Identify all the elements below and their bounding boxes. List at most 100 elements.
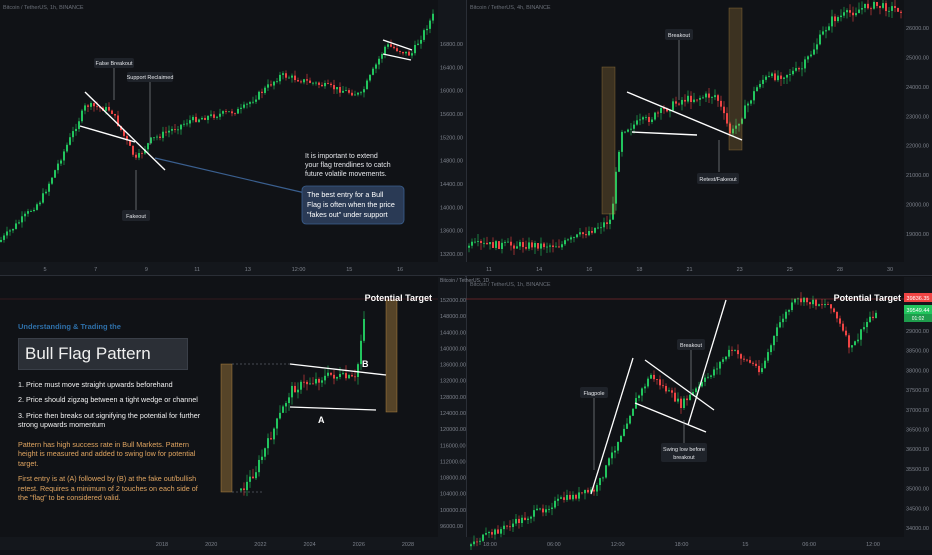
- tr-candle: [630, 128, 632, 130]
- br-candle: [707, 376, 709, 378]
- tl-candle: [366, 80, 368, 90]
- tr-candle: [747, 103, 749, 106]
- bl-y-tick: 140000.00: [440, 346, 466, 352]
- tl-candle: [63, 151, 65, 161]
- tr-candle: [774, 73, 776, 81]
- bl-y-tick: 120000.00: [440, 427, 466, 433]
- br-candle: [719, 361, 721, 369]
- tl-candle: [402, 51, 404, 54]
- bl-candle: [252, 476, 254, 479]
- br-candle: [632, 408, 634, 416]
- tl-candle: [108, 106, 110, 111]
- br-candle: [755, 363, 757, 366]
- tl-candle: [183, 123, 185, 125]
- br-candle: [620, 435, 622, 442]
- tr-candle: [501, 242, 503, 249]
- tr-candle: [738, 123, 740, 126]
- tr-measure-box-2: [728, 7, 743, 151]
- br-header: Bitcoin / TetherUS, 1h, BINANCE: [470, 282, 551, 288]
- tl-y-axis: [438, 0, 466, 262]
- tl-candle: [405, 51, 407, 54]
- br-candle: [653, 374, 655, 380]
- tl-label-false-breakout: False Breakout: [96, 61, 133, 67]
- tr-candle: [771, 73, 773, 77]
- info-note-1: Pattern has high success rate in Bull Ma…: [18, 439, 196, 468]
- bl-candle: [276, 418, 278, 429]
- br-candle: [761, 368, 763, 373]
- tr-candle: [756, 87, 758, 92]
- br-y-tick: 38000.00: [906, 368, 929, 374]
- br-x-tick: 06:00: [547, 542, 561, 548]
- tl-candle: [201, 117, 203, 120]
- tr-x-tick: 25: [787, 267, 793, 273]
- tl-candle: [45, 191, 47, 194]
- tr-candle: [606, 222, 608, 225]
- br-flag-bottom: [634, 402, 707, 433]
- tl-callout-line1: The best entry for a Bull: [307, 190, 384, 199]
- bl-header: Bitcoin / TetherUS, 1D: [440, 278, 489, 284]
- br-candle: [560, 497, 562, 499]
- tl-candle: [207, 115, 209, 120]
- br-flag-top: [644, 359, 715, 411]
- tr-candle: [621, 131, 623, 152]
- tr-candle: [894, 6, 896, 8]
- tl-candle: [153, 137, 155, 139]
- br-candle: [722, 359, 724, 362]
- tr-candle: [708, 93, 710, 98]
- tr-candle: [825, 30, 827, 32]
- bl-candle: [330, 372, 332, 375]
- tr-candle: [516, 246, 518, 249]
- tl-candle: [426, 28, 428, 31]
- bl-y-tick: 96000.00: [440, 524, 463, 530]
- tl-candle: [213, 114, 215, 118]
- tr-candle: [531, 242, 533, 248]
- tl-candle: [240, 107, 242, 109]
- bl-y-tick: 100000.00: [440, 508, 466, 514]
- br-candle: [710, 375, 712, 377]
- tl-label-fakeout-bg: [122, 210, 150, 221]
- br-candle: [764, 360, 766, 369]
- tl-header: Bitcoin / TetherUS, 1h, BINANCE: [3, 5, 84, 11]
- tl-candle: [408, 51, 410, 56]
- tl-callout-line3: "fakes out" under support: [307, 210, 388, 219]
- tr-candles: [468, 0, 902, 256]
- tl-callout-line2: Flag is often when the price: [307, 200, 395, 209]
- br-candle: [509, 526, 511, 528]
- bl-candle: [339, 373, 341, 377]
- br-candle: [659, 379, 661, 386]
- tl-candle: [261, 91, 263, 93]
- tl-note-line1: It is important to extend: [305, 153, 378, 160]
- br-candle: [578, 492, 580, 499]
- tl-candle: [333, 85, 335, 90]
- tr-candle: [783, 77, 785, 79]
- tl-candle: [300, 81, 302, 83]
- bl-candle: [324, 375, 326, 381]
- tr-candle: [600, 227, 602, 229]
- tr-candle: [507, 241, 509, 243]
- tr-candle: [678, 103, 680, 105]
- tl-candle: [420, 39, 422, 44]
- tr-candle: [732, 128, 734, 134]
- br-candle: [575, 494, 577, 499]
- tl-label-support-reclaimed: Support Reclaimed: [127, 75, 174, 81]
- tr-candle: [828, 26, 830, 31]
- br-y-tick: 38500.00: [906, 349, 929, 355]
- br-candle: [791, 302, 793, 311]
- bl-y-tick: 148000.00: [440, 314, 466, 320]
- br-candle: [662, 385, 664, 387]
- br-candle: [494, 529, 496, 535]
- tr-candle: [603, 222, 605, 228]
- tr-candle: [882, 3, 884, 8]
- tr-candle: [633, 124, 635, 129]
- br-price-tag-2: 39549.44: [907, 308, 930, 314]
- tl-candle: [171, 128, 173, 131]
- tl-candle: [150, 137, 152, 144]
- bl-candle: [258, 459, 260, 473]
- tr-candle: [888, 10, 890, 12]
- bl-y-tick: 108000.00: [440, 476, 466, 482]
- tr-candle: [471, 241, 473, 246]
- br-candle: [599, 478, 601, 486]
- br-x-tick: 12:00: [866, 542, 880, 548]
- br-price-tag-2-bg: [904, 305, 932, 314]
